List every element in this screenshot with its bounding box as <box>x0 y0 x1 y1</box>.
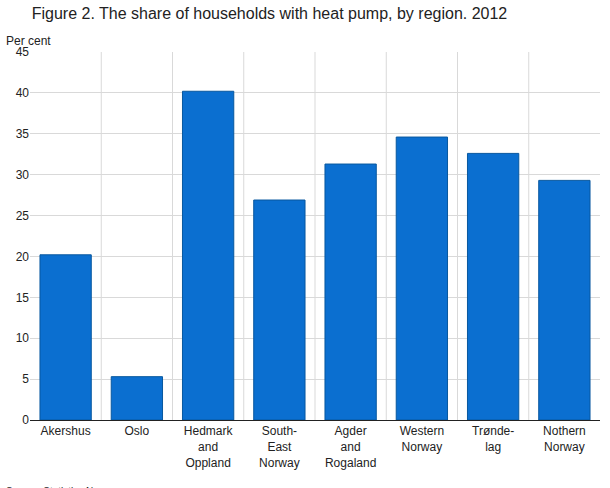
svg-text:Source: Statistics Norway.: Source: Statistics Norway. <box>6 486 122 488</box>
svg-text:Oslo: Oslo <box>125 424 150 438</box>
svg-text:Trønde-lag: Trønde-lag <box>472 424 514 454</box>
svg-text:20: 20 <box>16 250 30 264</box>
svg-text:35: 35 <box>16 127 30 141</box>
svg-text:0: 0 <box>22 413 29 427</box>
svg-text:AgderandRogaland: AgderandRogaland <box>325 424 376 469</box>
svg-text:Per cent: Per cent <box>6 34 51 48</box>
svg-text:30: 30 <box>16 168 30 182</box>
svg-text:WesternNorway: WesternNorway <box>400 424 444 454</box>
svg-text:5: 5 <box>22 372 29 386</box>
svg-text:15: 15 <box>16 291 30 305</box>
svg-text:40: 40 <box>16 86 30 100</box>
svg-text:10: 10 <box>16 331 30 345</box>
svg-text:South-EastNorway: South-EastNorway <box>259 424 300 469</box>
svg-text:25: 25 <box>16 209 30 223</box>
svg-text:Figure 2. The share of househo: Figure 2. The share of households with h… <box>32 5 508 22</box>
svg-text:Akershus: Akershus <box>41 424 91 438</box>
svg-text:NothernNorway: NothernNorway <box>543 424 586 454</box>
svg-text:45: 45 <box>16 45 30 59</box>
svg-text:HedmarkandOppland: HedmarkandOppland <box>184 424 234 469</box>
